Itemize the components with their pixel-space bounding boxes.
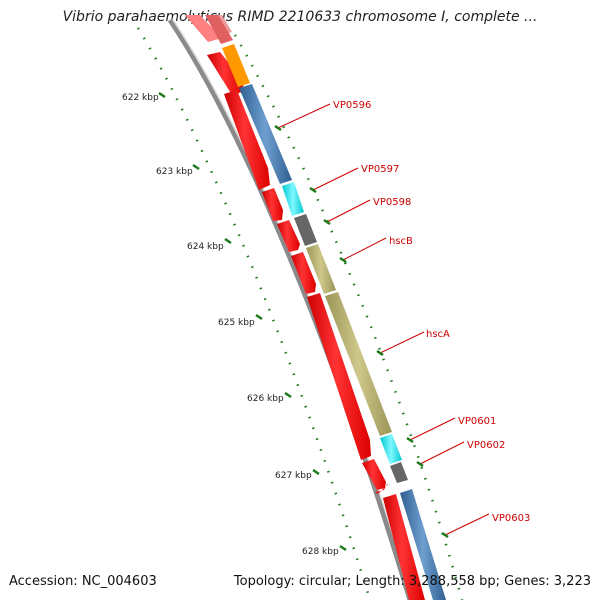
- ruler-tick: [339, 544, 347, 552]
- gene-label-vp0597[interactable]: VP0597: [361, 164, 399, 175]
- cds-feature: [375, 484, 388, 494]
- ruler-tick: [158, 91, 166, 99]
- cds-feature: [185, 15, 222, 42]
- gene-callout-line: [419, 441, 465, 465]
- gene-callout-line: [409, 417, 456, 441]
- orange-feature: [222, 44, 250, 87]
- gene-tick: [309, 186, 317, 194]
- accession-text: Accession: NC_004603: [9, 574, 157, 589]
- gene-label-hscb[interactable]: hscB: [389, 236, 413, 247]
- gene-tick: [416, 460, 424, 468]
- gene-bar-vp0602: [390, 462, 408, 483]
- cds-feature: [262, 188, 283, 221]
- ruler-tick: [255, 313, 263, 321]
- gene-tick: [323, 218, 331, 226]
- gene-tick: [339, 256, 347, 264]
- gene-callout-line: [326, 199, 371, 223]
- cds-feature: [277, 220, 300, 252]
- gene-callout-line: [444, 513, 490, 536]
- gene-label-vp0602[interactable]: VP0602: [467, 440, 505, 451]
- gene-callout-line: [379, 331, 425, 354]
- outer-tick-track: [233, 34, 464, 600]
- gene-bar-vp0597: [282, 182, 304, 216]
- gene-bar-vp0596: [239, 84, 292, 184]
- ruler-tick: [224, 237, 232, 245]
- gene-callouts: VP0596 VP0597 VP0598 hscB hscA VP0601 VP0602 VP…: [274, 100, 530, 539]
- ruler-label: 623 kbp: [156, 167, 193, 177]
- cds-feature: [224, 90, 270, 190]
- summary-text: Topology: circular; Length: 3,288,558 bp…: [233, 574, 591, 589]
- gene-label-hsca[interactable]: hscA: [426, 329, 450, 340]
- gene-callout-line: [342, 237, 387, 261]
- gene-bar-vp0601: [380, 434, 402, 464]
- ruler-label: 625 kbp: [218, 318, 255, 328]
- gene-tick: [274, 124, 282, 132]
- cds-feature: [383, 494, 425, 600]
- gene-label-vp0601[interactable]: VP0601: [458, 416, 496, 427]
- map-title: Vibrio parahaemolyticus RIMD 2210633 chr…: [62, 9, 538, 25]
- gene-callout-line: [312, 167, 359, 191]
- gene-tick: [441, 531, 449, 539]
- gene-bar-top: [205, 15, 233, 44]
- gene-label-vp0603[interactable]: VP0603: [492, 513, 530, 524]
- cds-feature: [291, 252, 316, 294]
- chromosome-backbone-highlight: [172, 19, 414, 600]
- cds-feature: [307, 293, 371, 460]
- chromosome-backbone: [167, 18, 413, 600]
- ruler-ticks: 622 kbp 623 kbp 624 kbp 625 kbp 626 kbp 627 k…: [122, 91, 347, 557]
- gene-label-vp0598[interactable]: VP0598: [373, 197, 411, 208]
- gene-label-vp0596[interactable]: VP0596: [333, 100, 371, 111]
- gene-bar-vp0598: [294, 214, 317, 246]
- ruler-label: 626 kbp: [247, 394, 284, 404]
- ruler-label: 628 kbp: [302, 547, 339, 557]
- ruler-label: 622 kbp: [122, 93, 159, 103]
- ruler-tick: [284, 391, 292, 399]
- gene-tick: [406, 436, 414, 444]
- ruler-label: 627 kbp: [275, 471, 312, 481]
- cds-feature: [207, 52, 244, 95]
- gene-tick: [376, 349, 384, 357]
- ruler-tick: [192, 163, 200, 171]
- gene-bar-hsca: [325, 292, 392, 436]
- ruler-dots: [136, 27, 372, 600]
- gene-bar-hscb: [306, 244, 336, 294]
- ruler-label: 624 kbp: [187, 242, 224, 252]
- ruler-tick: [312, 468, 320, 476]
- cds-feature: [362, 459, 386, 490]
- gene-callout-line: [277, 103, 331, 129]
- gene-bar-vp0603: [400, 489, 446, 600]
